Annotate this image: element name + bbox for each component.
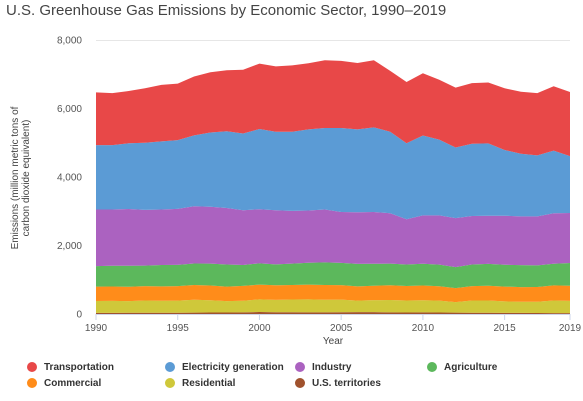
legend-marker — [27, 362, 37, 372]
legend-marker — [27, 378, 37, 388]
x-tick-label: 2019 — [559, 323, 582, 334]
area-electricity-generation[interactable] — [96, 127, 570, 220]
y-axis-ticks: 0 2,000 4,000 6,000 8,000 — [57, 36, 82, 321]
area-u-s-territories[interactable] — [96, 312, 570, 314]
legend-label: Commercial — [44, 378, 101, 389]
y-tick-label: 2,000 — [57, 241, 82, 252]
legend-label: Residential — [182, 378, 236, 389]
y-axis-title-line-2: carbon dioxide equivalent) — [21, 120, 32, 237]
area-series — [96, 60, 570, 314]
x-tick-label: 2015 — [493, 323, 516, 334]
legend-marker — [165, 362, 175, 372]
legend-marker — [427, 362, 437, 372]
y-tick-label: 0 — [76, 310, 82, 321]
area-industry[interactable] — [96, 206, 570, 268]
legend-label: Electricity generation — [182, 362, 284, 373]
legend-item-industry[interactable]: Industry — [295, 362, 352, 373]
legend-marker — [165, 378, 175, 388]
area-agriculture[interactable] — [96, 262, 570, 289]
x-tick-label: 2000 — [248, 323, 271, 334]
legend-marker — [295, 378, 305, 388]
legend: Transportation Electricity generation Indu… — [27, 362, 498, 389]
x-axis-ticks: 1990 1995 2000 2005 2010 2015 2019 — [85, 314, 582, 334]
chart-title: U.S. Greenhouse Gas Emissions by Economi… — [6, 2, 447, 19]
legend-label: Agriculture — [444, 362, 498, 373]
legend-item-agriculture[interactable]: Agriculture — [427, 362, 498, 373]
legend-item-commercial[interactable]: Commercial — [27, 378, 101, 389]
x-tick-label: 1995 — [167, 323, 190, 334]
x-tick-label: 2010 — [412, 323, 435, 334]
x-tick-label: 1990 — [85, 323, 108, 334]
legend-marker — [295, 362, 305, 372]
y-tick-label: 8,000 — [57, 36, 82, 47]
area-residential[interactable] — [96, 299, 570, 314]
x-tick-label: 2005 — [330, 323, 353, 334]
y-axis-title-line-1: Emissions (million metric tons of — [10, 106, 21, 249]
area-transportation[interactable] — [96, 60, 570, 157]
legend-item-residential[interactable]: Residential — [165, 378, 236, 389]
x-axis-title: Year — [323, 336, 344, 347]
area-commercial[interactable] — [96, 284, 570, 303]
y-tick-label: 6,000 — [57, 104, 82, 115]
legend-item-electricity-generation[interactable]: Electricity generation — [165, 362, 284, 373]
legend-item-u-s-territories[interactable]: U.S. territories — [295, 378, 381, 389]
legend-label: U.S. territories — [312, 378, 381, 389]
legend-item-transportation[interactable]: Transportation — [27, 362, 114, 373]
legend-label: Transportation — [44, 362, 114, 373]
y-tick-label: 4,000 — [57, 173, 82, 184]
legend-label: Industry — [312, 362, 352, 373]
